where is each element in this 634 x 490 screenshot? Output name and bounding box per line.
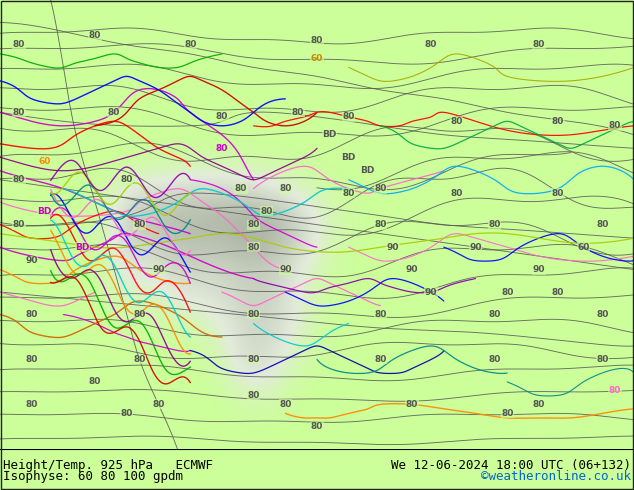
Text: 90: 90 bbox=[25, 256, 38, 265]
Text: 80: 80 bbox=[374, 184, 387, 193]
Text: 80: 80 bbox=[488, 220, 501, 229]
Text: BD: BD bbox=[37, 207, 51, 216]
Text: BD: BD bbox=[323, 130, 337, 139]
Text: 60: 60 bbox=[38, 157, 51, 166]
Text: 80: 80 bbox=[609, 387, 621, 395]
Text: 80: 80 bbox=[247, 355, 260, 364]
Text: 80: 80 bbox=[247, 220, 260, 229]
Text: ©weatheronline.co.uk: ©weatheronline.co.uk bbox=[481, 470, 631, 483]
Text: 80: 80 bbox=[247, 391, 260, 400]
Text: 80: 80 bbox=[501, 409, 514, 418]
Text: 80: 80 bbox=[152, 400, 165, 409]
Text: 90: 90 bbox=[533, 265, 545, 274]
Text: Isophyse: 60 80 100 gpdm: Isophyse: 60 80 100 gpdm bbox=[3, 470, 183, 483]
Text: 90: 90 bbox=[469, 243, 482, 252]
Text: 80: 80 bbox=[13, 108, 25, 117]
Text: 80: 80 bbox=[292, 108, 304, 117]
Text: 80: 80 bbox=[13, 220, 25, 229]
Text: 80: 80 bbox=[552, 189, 564, 197]
Text: 80: 80 bbox=[216, 144, 228, 153]
Text: BD: BD bbox=[342, 153, 356, 162]
Text: 80: 80 bbox=[342, 189, 355, 197]
Text: 80: 80 bbox=[533, 41, 545, 49]
Text: 80: 80 bbox=[133, 220, 146, 229]
Text: 80: 80 bbox=[25, 310, 38, 319]
Text: 80: 80 bbox=[89, 31, 101, 41]
Text: 80: 80 bbox=[89, 377, 101, 387]
Text: 80: 80 bbox=[133, 310, 146, 319]
Text: 90: 90 bbox=[387, 243, 399, 252]
Text: 80: 80 bbox=[311, 422, 323, 431]
Text: 80: 80 bbox=[425, 41, 437, 49]
Text: 80: 80 bbox=[120, 175, 133, 184]
Text: 80: 80 bbox=[235, 184, 247, 193]
Text: 80: 80 bbox=[450, 117, 463, 126]
Text: 80: 80 bbox=[133, 355, 146, 364]
Text: BD: BD bbox=[361, 166, 375, 175]
Text: BD: BD bbox=[75, 243, 89, 252]
Text: 80: 80 bbox=[120, 409, 133, 418]
Text: 80: 80 bbox=[596, 355, 609, 364]
Text: 80: 80 bbox=[374, 310, 387, 319]
Text: We 12-06-2024 18:00 UTC (06+132): We 12-06-2024 18:00 UTC (06+132) bbox=[391, 460, 631, 472]
Text: 80: 80 bbox=[533, 400, 545, 409]
Text: 80: 80 bbox=[596, 310, 609, 319]
Text: 80: 80 bbox=[108, 108, 120, 117]
Text: 80: 80 bbox=[374, 355, 387, 364]
Text: 80: 80 bbox=[279, 184, 292, 193]
Text: 60: 60 bbox=[577, 243, 590, 252]
Text: Height/Temp. 925 hPa   ECMWF: Height/Temp. 925 hPa ECMWF bbox=[3, 460, 212, 472]
Text: 80: 80 bbox=[501, 288, 514, 296]
Text: 80: 80 bbox=[374, 220, 387, 229]
Text: 90: 90 bbox=[152, 265, 165, 274]
Text: 80: 80 bbox=[13, 175, 25, 184]
Text: 90: 90 bbox=[425, 288, 437, 296]
Text: 80: 80 bbox=[216, 112, 228, 122]
Text: 80: 80 bbox=[488, 355, 501, 364]
Text: 80: 80 bbox=[279, 400, 292, 409]
Text: 80: 80 bbox=[247, 243, 260, 252]
Text: 80: 80 bbox=[184, 41, 197, 49]
Text: 80: 80 bbox=[406, 400, 418, 409]
Text: 80: 80 bbox=[311, 36, 323, 45]
Text: 80: 80 bbox=[488, 310, 501, 319]
Text: 80: 80 bbox=[342, 112, 355, 122]
Text: 80: 80 bbox=[609, 122, 621, 130]
Text: 90: 90 bbox=[406, 265, 418, 274]
Text: 80: 80 bbox=[247, 310, 260, 319]
Text: 80: 80 bbox=[260, 207, 273, 216]
Text: 90: 90 bbox=[279, 265, 292, 274]
Text: 80: 80 bbox=[13, 41, 25, 49]
Text: 80: 80 bbox=[25, 400, 38, 409]
Text: 80: 80 bbox=[552, 288, 564, 296]
Text: 80: 80 bbox=[552, 117, 564, 126]
Text: 80: 80 bbox=[25, 355, 38, 364]
Text: 80: 80 bbox=[596, 220, 609, 229]
Text: 80: 80 bbox=[450, 189, 463, 197]
Text: 60: 60 bbox=[311, 54, 323, 63]
